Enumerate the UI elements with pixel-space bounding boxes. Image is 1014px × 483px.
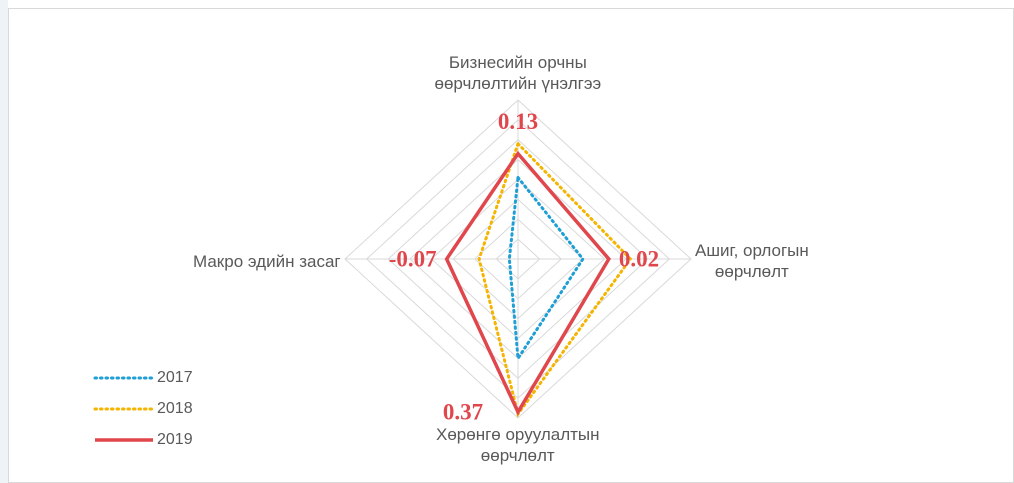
data-label: 0.13 <box>498 109 538 134</box>
series-line <box>444 150 611 416</box>
data-label: 0.02 <box>619 246 659 271</box>
data-label: -0.07 <box>389 246 437 271</box>
category-label: Хөрөнгө оруулалтын өөрчлөлт <box>436 425 600 465</box>
legend-label: 2017 <box>157 369 193 386</box>
legend-label: 2018 <box>157 400 193 417</box>
side-strip <box>0 0 8 483</box>
legend-label: 2019 <box>157 431 193 448</box>
category-label: Бизнесийн орчны өөрчлөлтийн үнэлгээ <box>434 53 602 93</box>
category-label: Ашиг, орлогын өөрчлөлт <box>695 241 809 281</box>
data-label: 0.37 <box>443 399 483 424</box>
category-label: Макро эдийн засаг <box>193 251 341 271</box>
series-line <box>507 173 585 363</box>
